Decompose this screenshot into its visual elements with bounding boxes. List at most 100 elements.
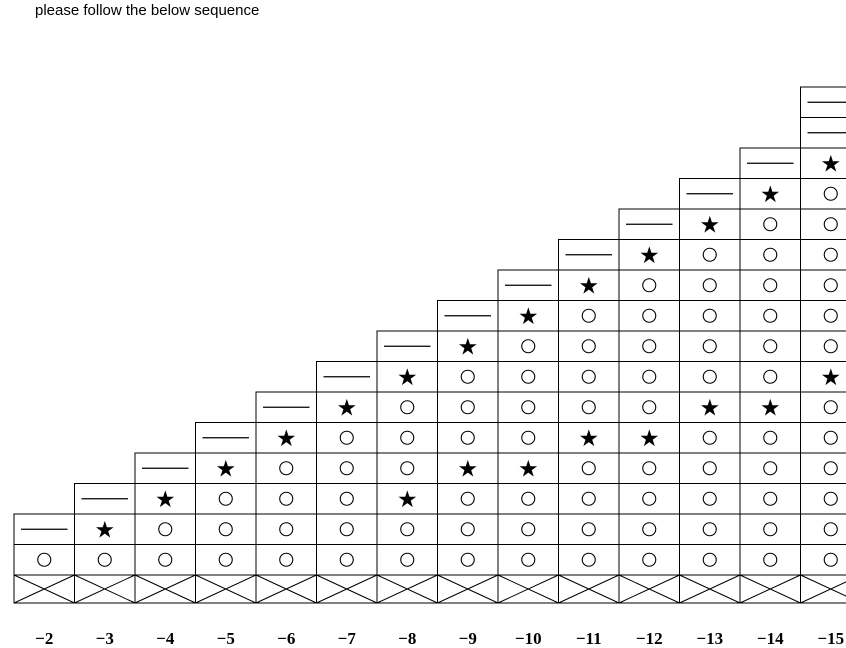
circle-icon — [218, 522, 233, 537]
circle-icon — [642, 491, 657, 506]
x-box-diagonal — [134, 574, 196, 604]
cell-border — [497, 513, 559, 545]
circle-icon — [460, 369, 475, 384]
x-box-diagonal — [255, 574, 317, 604]
circle-icon — [763, 308, 778, 323]
cell-circle — [437, 422, 499, 454]
cell-circle — [800, 269, 846, 301]
x-box-diagonal — [739, 574, 801, 604]
circle-icon — [521, 339, 536, 354]
column-8: ★ ★ −8 — [376, 330, 438, 648]
circle-icon — [823, 308, 838, 323]
cell-border — [618, 513, 680, 545]
column-label: −13 — [696, 629, 723, 648]
circle-icon — [702, 461, 717, 476]
circle-icon — [279, 552, 294, 567]
circle-icon — [218, 491, 233, 506]
cell-border — [800, 422, 846, 454]
cell-border — [679, 483, 741, 515]
cell-circle — [74, 544, 136, 576]
cell-circle — [739, 483, 801, 515]
cell-star: ★ — [376, 483, 438, 515]
cell-circle — [679, 300, 741, 332]
column-label: −3 — [96, 629, 114, 648]
circle-icon — [460, 430, 475, 445]
cell-circle — [739, 544, 801, 576]
circle-icon — [158, 552, 173, 567]
cell-star: ★ — [739, 178, 801, 210]
column-label: −5 — [217, 629, 235, 648]
circle-icon — [581, 461, 596, 476]
cell-circle — [195, 483, 257, 515]
cell-circle — [800, 300, 846, 332]
column-5: ★ −5 — [195, 422, 257, 648]
cell-dash — [316, 361, 378, 393]
x-box-diagonal — [800, 581, 846, 604]
cell-border — [800, 269, 846, 301]
star-icon: ★ — [639, 243, 660, 269]
cell-star: ★ — [618, 422, 680, 454]
cell-border — [739, 483, 801, 515]
cell-circle — [800, 513, 846, 545]
cell-circle — [739, 300, 801, 332]
column-label: −12 — [636, 629, 663, 648]
cell-border — [497, 544, 559, 576]
cell-circle — [316, 513, 378, 545]
cell-circle — [255, 483, 317, 515]
circle-icon — [400, 400, 415, 415]
column-label: −6 — [277, 629, 295, 648]
star-icon: ★ — [276, 426, 297, 452]
cell-border — [739, 422, 801, 454]
cell-border — [679, 513, 741, 545]
column-9: ★ ★ −9 — [437, 300, 499, 648]
star-icon: ★ — [457, 334, 478, 360]
cell-circle — [739, 330, 801, 362]
cell-border — [618, 391, 680, 423]
star-icon: ★ — [215, 456, 236, 482]
cell-star: ★ — [800, 147, 846, 179]
cell-circle — [437, 513, 499, 545]
circle-icon — [279, 461, 294, 476]
cell-border — [800, 300, 846, 332]
cell-star: ★ — [376, 361, 438, 393]
x-box — [800, 574, 846, 604]
cell-dash — [376, 330, 438, 362]
circle-icon — [702, 278, 717, 293]
cell-border — [679, 330, 741, 362]
cell-border — [679, 544, 741, 576]
cell-circle — [558, 452, 620, 484]
cell-circle — [679, 544, 741, 576]
column-label: −7 — [338, 629, 357, 648]
cell-border — [497, 361, 559, 393]
circle-icon — [823, 430, 838, 445]
column-14: ★ ★ −14 — [739, 147, 801, 648]
circle-icon — [218, 552, 233, 567]
cell-border — [376, 513, 438, 545]
circle-icon — [521, 369, 536, 384]
circle-icon — [823, 552, 838, 567]
circle-icon — [581, 552, 596, 567]
cell-border — [739, 544, 801, 576]
cell-circle — [437, 483, 499, 515]
circle-icon — [642, 461, 657, 476]
circle-icon — [279, 522, 294, 537]
cell-circle — [558, 544, 620, 576]
circle-icon — [823, 217, 838, 232]
cell-circle — [800, 483, 846, 515]
cell-border — [558, 452, 620, 484]
circle-icon — [339, 552, 354, 567]
circle-icon — [581, 369, 596, 384]
cell-circle — [558, 513, 620, 545]
cell-circle — [13, 544, 75, 576]
cell-star: ★ — [134, 483, 196, 515]
cell-border — [739, 513, 801, 545]
cell-star: ★ — [618, 239, 680, 271]
cell-dash — [800, 117, 846, 149]
circle-icon — [400, 430, 415, 445]
circle-icon — [823, 278, 838, 293]
circle-icon — [521, 491, 536, 506]
cell-border — [618, 269, 680, 301]
cell-circle — [739, 239, 801, 271]
cell-border — [800, 208, 846, 240]
circle-icon — [642, 400, 657, 415]
